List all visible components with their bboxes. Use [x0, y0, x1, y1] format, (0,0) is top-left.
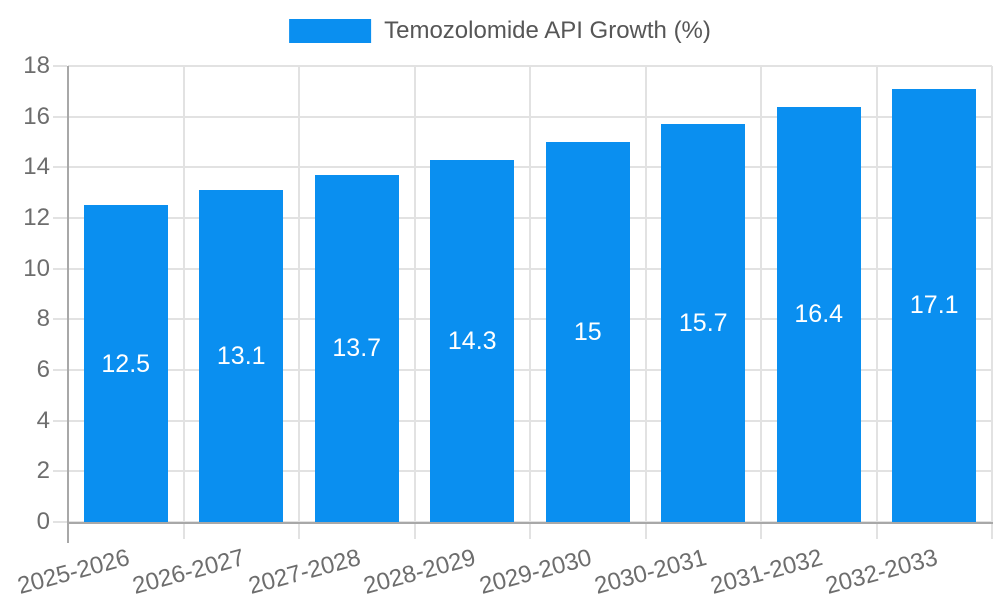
- legend[interactable]: Temozolomide API Growth (%): [289, 15, 711, 47]
- bar-value-label: 14.3: [447, 326, 497, 355]
- y-axis-tick: [53, 318, 67, 321]
- y-axis-label: 18: [23, 52, 50, 79]
- x-axis-label: 2032-2033: [823, 544, 941, 600]
- x-axis-label: 2025-2026: [14, 544, 133, 600]
- y-axis-label: 16: [23, 102, 50, 130]
- y-axis-tick: [53, 521, 67, 523]
- y-axis-label: 6: [36, 356, 50, 383]
- x-axis-tick: [875, 524, 878, 539]
- x-axis-tick: [413, 524, 416, 539]
- bar-value-label: 15.7: [678, 309, 728, 338]
- bar-2026-2027[interactable]: 13.1: [199, 190, 284, 522]
- y-axis-tick: [53, 115, 67, 118]
- y-axis-label: 8: [36, 305, 50, 333]
- y-axis-tick: [53, 217, 67, 219]
- y-axis-label: 12: [23, 204, 50, 231]
- y-axis-tick: [53, 369, 67, 371]
- bar-2030-2031[interactable]: 15.7: [661, 124, 746, 522]
- gridline-vertical: [413, 66, 416, 522]
- bar-value-label: 16.4: [794, 300, 844, 329]
- bar-2027-2028[interactable]: 13.7: [314, 174, 399, 522]
- bar-value-label: 15: [573, 318, 602, 346]
- bar-value-label: 13.1: [216, 342, 266, 371]
- y-axis-line: [67, 66, 69, 543]
- x-axis-label: 2027-2028: [245, 544, 364, 600]
- y-axis-tick: [53, 65, 67, 67]
- gridline-vertical: [298, 66, 300, 522]
- gridline-vertical: [182, 66, 185, 522]
- legend-swatch: [289, 19, 372, 43]
- bar-2031-2032[interactable]: 16.4: [776, 106, 861, 522]
- plot-area: 12.5 13.1 13.7 14.3 15 15.7 16.4 17.1: [53, 65, 993, 543]
- x-axis-tick: [182, 524, 185, 539]
- legend-label: Temozolomide API Growth (%): [384, 17, 711, 44]
- x-axis-tick: [760, 524, 762, 539]
- y-axis-tick: [53, 267, 67, 270]
- y-axis-label: 2: [36, 457, 50, 485]
- y-axis-tick: [53, 419, 67, 422]
- x-axis-tick: [644, 524, 647, 539]
- y-axis-label: 4: [36, 406, 50, 434]
- y-axis-tick: [53, 166, 67, 169]
- x-axis-label: 2028-2029: [361, 544, 479, 600]
- x-axis-tick: [298, 524, 300, 539]
- y-axis-label: 14: [23, 153, 50, 181]
- bar-2028-2029[interactable]: 14.3: [430, 159, 515, 522]
- y-axis-tick: [53, 470, 67, 473]
- x-axis-line: [67, 522, 993, 524]
- bar-value-label: 13.7: [332, 334, 382, 363]
- gridline-vertical: [760, 66, 762, 522]
- gridline-vertical: [529, 66, 531, 522]
- bar-2032-2033[interactable]: 17.1: [892, 88, 977, 522]
- x-axis-label: 2030-2031: [592, 544, 710, 600]
- gridline-vertical: [644, 66, 647, 522]
- gridline-vertical: [991, 66, 993, 522]
- y-axis-label: 0: [36, 508, 50, 535]
- x-axis-label: 2029-2030: [476, 544, 595, 600]
- bar-2025-2026[interactable]: 12.5: [83, 205, 168, 522]
- bar-value-label: 17.1: [909, 291, 959, 320]
- bar-2029-2030[interactable]: 15: [545, 142, 630, 522]
- x-axis-label: 2026-2027: [130, 544, 248, 600]
- y-axis-label: 10: [23, 254, 50, 282]
- x-axis-tick: [529, 524, 531, 539]
- x-axis-tick: [991, 524, 993, 539]
- x-axis-label: 2031-2032: [707, 544, 826, 600]
- gridline-vertical: [875, 66, 878, 522]
- bar-value-label: 12.5: [101, 349, 151, 378]
